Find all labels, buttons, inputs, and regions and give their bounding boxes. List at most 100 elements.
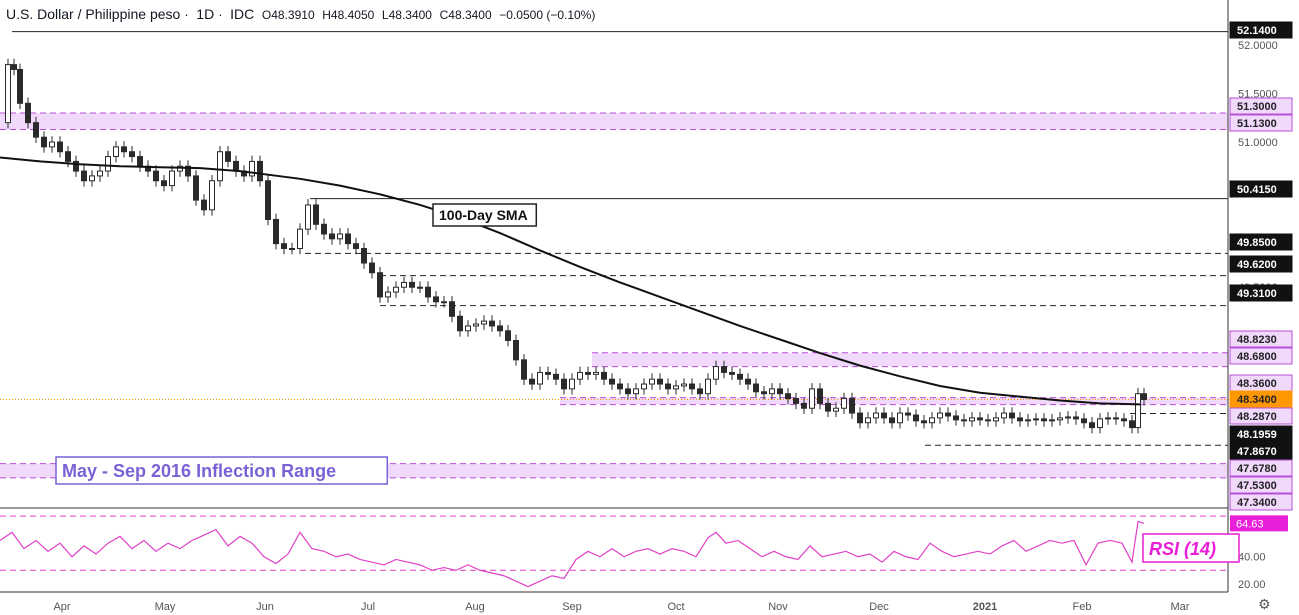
candle-body — [457, 315, 463, 332]
candle-body — [937, 412, 943, 419]
candle — [601, 366, 607, 385]
candle-body — [753, 383, 759, 393]
settings-gear-icon[interactable]: ⚙ — [1258, 597, 1271, 613]
time-tick-label: Mar — [1171, 601, 1190, 613]
candle-body — [961, 419, 967, 422]
candle-body — [697, 388, 703, 395]
candle-body — [521, 359, 527, 380]
time-tick-label: Sep — [562, 601, 582, 613]
candle — [425, 281, 431, 303]
candle-body — [209, 180, 215, 211]
candle-body — [217, 151, 223, 182]
rsi-tick-label: 20.00 — [1238, 579, 1266, 591]
level-badge-text: 47.6780 — [1237, 463, 1277, 475]
candle — [745, 373, 751, 390]
candle — [457, 310, 463, 337]
level-badge-text: 48.6800 — [1237, 351, 1277, 363]
candle — [865, 412, 871, 429]
candle — [185, 160, 191, 182]
candle — [681, 378, 687, 392]
candle — [489, 315, 495, 332]
candle-body — [449, 301, 455, 317]
chart-annotations: 100-Day SMA May - Sep 2016 Inflection Ran… — [55, 203, 1240, 563]
candle-body — [121, 146, 127, 153]
candle — [961, 414, 967, 427]
candle-body — [953, 415, 959, 421]
candle-body — [785, 393, 791, 400]
candle-body — [905, 412, 911, 416]
candle-body — [793, 398, 799, 404]
candle-body — [601, 371, 607, 380]
candle-body — [1017, 417, 1023, 422]
candle-body — [1121, 418, 1127, 422]
candle — [273, 213, 279, 250]
zone-band — [560, 397, 1228, 405]
candle-body — [777, 388, 783, 395]
candle-body — [513, 339, 519, 361]
rsi-current-label: 64.63 — [1236, 518, 1264, 530]
candle — [1073, 411, 1079, 425]
level-badge-text: 48.8230 — [1237, 334, 1277, 346]
symbol-title[interactable]: U.S. Dollar / Philippine peso — [6, 6, 181, 22]
level-badge-bg — [1229, 330, 1293, 348]
candle-body — [505, 330, 511, 341]
candle-body — [65, 151, 71, 162]
candle — [129, 145, 135, 163]
candle — [433, 291, 439, 308]
level-badge: 48.6800 — [1229, 347, 1293, 365]
candle-body — [137, 156, 143, 167]
interval-label[interactable]: 1D — [196, 6, 215, 22]
rsi-annotation: RSI (14) — [1142, 533, 1240, 563]
candle-body — [97, 170, 103, 177]
candle — [225, 145, 231, 168]
candle — [705, 373, 711, 400]
candle — [465, 320, 471, 337]
candle-body — [673, 385, 679, 390]
level-badge-bg — [1229, 180, 1293, 198]
candle-body — [1141, 393, 1147, 401]
level-badge: 51.1300 — [1229, 114, 1293, 132]
candle — [1113, 412, 1119, 425]
rsi-annotation-text: RSI (14) — [1149, 539, 1216, 559]
candle-body — [305, 204, 311, 230]
candle-body — [489, 320, 495, 327]
candle — [73, 155, 79, 177]
candle-body — [857, 412, 863, 424]
candle — [833, 402, 839, 417]
level-badge-text: 49.8500 — [1237, 237, 1277, 249]
level-badge-bg — [1229, 21, 1293, 39]
candle — [1141, 387, 1147, 406]
candle — [801, 397, 807, 415]
candle — [593, 366, 599, 381]
candle-body — [273, 218, 279, 245]
level-badge-text: 47.8670 — [1237, 446, 1277, 458]
candle — [625, 383, 631, 400]
candle — [121, 141, 127, 158]
level-badge: 52.1400 — [1229, 21, 1293, 39]
candle-body — [1089, 422, 1095, 429]
candle-body — [89, 175, 95, 182]
candle-body — [977, 417, 983, 421]
candle — [545, 366, 551, 381]
candle — [753, 378, 759, 398]
candle-body — [497, 325, 503, 332]
candle — [977, 412, 983, 426]
time-tick-label: Feb — [1073, 601, 1092, 613]
candle — [297, 223, 303, 255]
candle-body — [313, 204, 319, 225]
candle-body — [337, 233, 343, 240]
candle-body — [193, 175, 199, 201]
candle — [265, 174, 271, 226]
candle-body — [1105, 417, 1111, 420]
candle-body — [913, 414, 919, 422]
candle — [553, 368, 559, 385]
candle-body — [25, 102, 31, 124]
change-value: −0.0500 (−0.10%) — [499, 8, 596, 22]
candle-body — [473, 323, 479, 327]
candle-body — [1049, 419, 1055, 422]
time-tick-label: Apr — [53, 601, 70, 613]
candle-body — [113, 146, 119, 158]
candle-body — [225, 151, 231, 162]
candle — [305, 199, 311, 235]
